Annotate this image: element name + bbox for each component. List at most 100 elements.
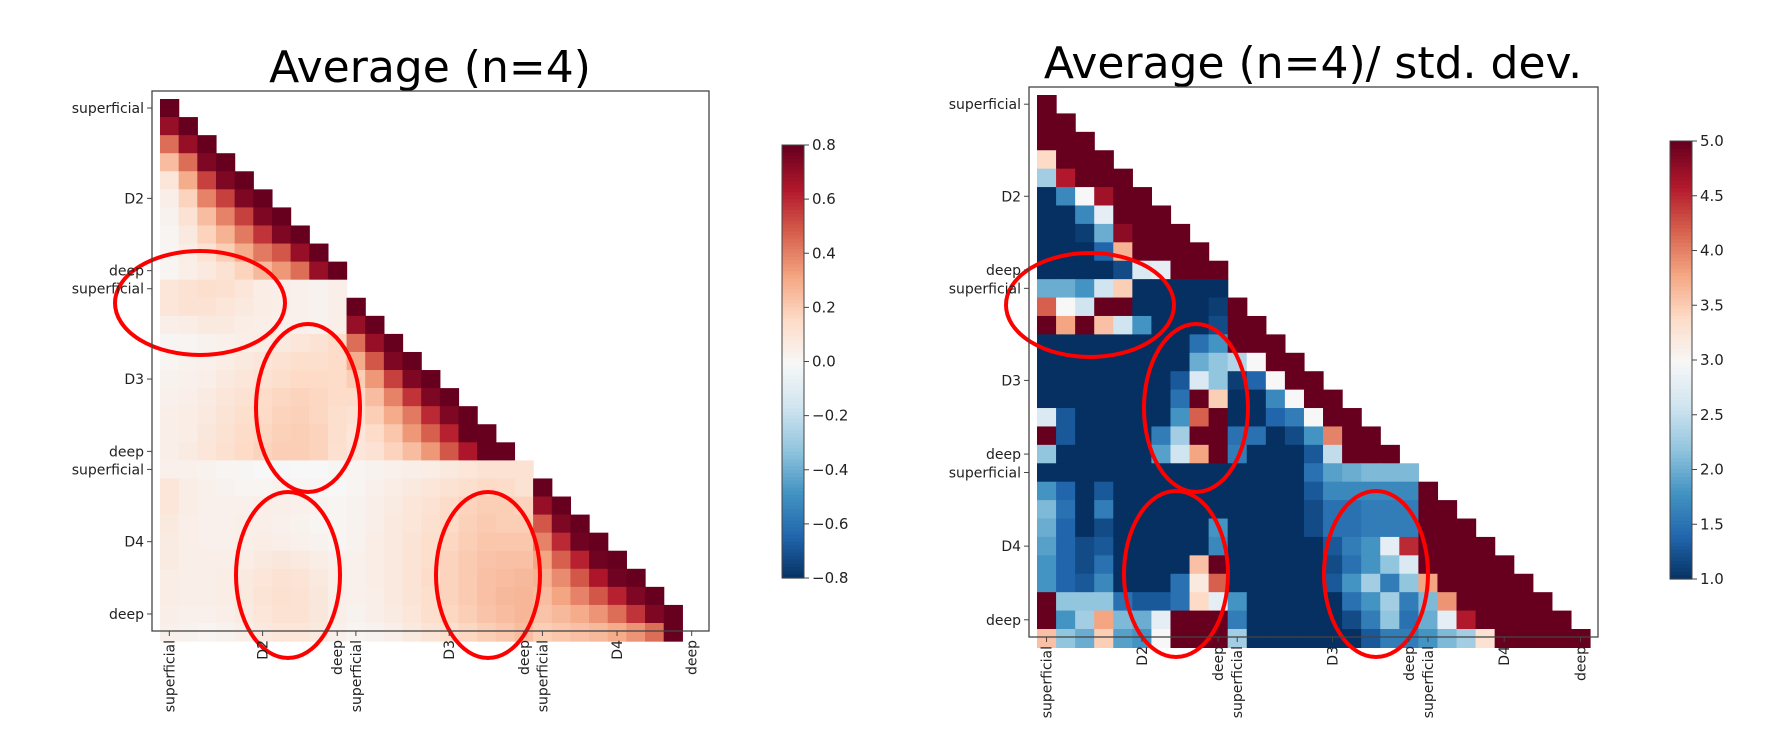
colorbar-segment xyxy=(1670,327,1692,332)
heatmap-cell xyxy=(1037,408,1057,428)
colorbar-segment xyxy=(782,264,804,269)
axes-frame xyxy=(1028,86,1599,638)
heatmap-cell xyxy=(271,550,292,570)
colorbar-segment xyxy=(1670,476,1692,482)
colorbar-tick-label: −0.6 xyxy=(812,515,848,533)
heatmap-cell xyxy=(365,442,385,461)
colorbar-segment xyxy=(1670,287,1692,292)
heatmap-cell xyxy=(290,532,310,552)
heatmap-cell xyxy=(160,99,180,118)
colorbar-tick-label: −0.8 xyxy=(812,569,848,587)
colorbar-segment xyxy=(1670,411,1692,416)
heatmap-cell xyxy=(365,586,385,606)
heatmap-cell xyxy=(421,388,441,407)
heatmap-cell xyxy=(1323,408,1343,428)
heatmap-cell xyxy=(1323,426,1343,446)
heatmap-cell xyxy=(1189,573,1210,593)
heatmap-cell xyxy=(402,550,422,570)
heatmap-cell xyxy=(1056,205,1076,225)
heatmap-cell xyxy=(383,424,404,443)
heatmap-cell xyxy=(1113,610,1133,630)
colorbar-tick-label: 4.5 xyxy=(1700,187,1724,205)
colorbar-segment xyxy=(782,195,804,200)
heatmap-cell xyxy=(1208,426,1229,446)
heatmap-cell xyxy=(421,478,441,498)
colorbar-segment xyxy=(782,549,804,554)
heatmap-cell xyxy=(477,586,497,606)
heatmap-cell xyxy=(514,478,534,498)
heatmap-cell xyxy=(1151,500,1172,520)
heatmap-cell xyxy=(1418,500,1439,520)
heatmap-cell xyxy=(570,568,590,588)
heatmap-cell xyxy=(290,333,310,353)
heatmap-cell xyxy=(1303,536,1324,556)
heatmap-cell xyxy=(439,388,460,407)
heatmap-cell xyxy=(178,333,198,353)
heatmap-cell xyxy=(1037,279,1057,299)
x-tick-label: deep xyxy=(517,640,533,675)
colorbar-segment xyxy=(782,166,804,171)
colorbar-segment xyxy=(782,527,804,532)
heatmap-cell xyxy=(1113,463,1133,483)
heatmap-cell xyxy=(477,460,497,480)
heatmap-cell xyxy=(346,604,366,624)
heatmap-cell xyxy=(1094,426,1114,446)
heatmap-cell xyxy=(1284,573,1305,593)
heatmap-cell xyxy=(1170,610,1191,630)
heatmap-cell xyxy=(402,442,422,461)
heatmap-cell xyxy=(514,586,534,606)
heatmap-cell xyxy=(402,568,422,588)
heatmap-cell xyxy=(253,189,273,209)
colorbar-segment xyxy=(782,339,804,345)
colorbar: 0.8 0.6 0.4 0.2 0.0 −0.2 −0.4 −0.6 −0.8 xyxy=(781,136,848,587)
heatmap-cell xyxy=(290,243,310,263)
heatmap-cell xyxy=(1189,610,1210,630)
heatmap-cell xyxy=(1246,463,1267,483)
heatmap-cell xyxy=(215,532,236,552)
heatmap-cell xyxy=(1094,260,1114,280)
heatmap-cell xyxy=(197,225,217,245)
heatmap-cell xyxy=(160,568,180,588)
colorbar-segment xyxy=(782,412,804,417)
heatmap-cell xyxy=(309,442,329,461)
colorbar-segment xyxy=(1670,170,1692,175)
colorbar-segment xyxy=(1670,166,1692,171)
heatmap-cell xyxy=(271,351,292,371)
colorbar-segment xyxy=(782,545,804,550)
colorbar-segment xyxy=(782,249,804,254)
heatmap-cell xyxy=(1361,573,1381,593)
heatmap-cell xyxy=(1418,481,1439,501)
heatmap-cell xyxy=(477,496,497,516)
heatmap-cell xyxy=(215,586,236,606)
heatmap-cell xyxy=(439,406,460,425)
heatmap-cell xyxy=(197,261,217,281)
heatmap-cell xyxy=(495,550,516,570)
colorbar-segment xyxy=(1670,224,1692,230)
heatmap-cell xyxy=(1170,260,1191,280)
heatmap-cell xyxy=(253,586,273,606)
heatmap-cell xyxy=(309,333,329,353)
colorbar-segment xyxy=(782,484,804,489)
heatmap-cell xyxy=(1094,223,1114,243)
heatmap-cell xyxy=(589,623,609,642)
heatmap-cell xyxy=(160,442,180,461)
x-tick-label: D3 xyxy=(1326,646,1342,666)
heatmap-cell xyxy=(290,460,310,480)
heatmap-cell xyxy=(290,406,310,425)
x-tick-label: deep xyxy=(1573,646,1589,681)
heatmap-cell xyxy=(197,604,217,624)
colorbar-segment xyxy=(782,256,804,262)
colorbar-segment xyxy=(1670,381,1692,387)
heatmap-cell xyxy=(234,550,254,570)
colorbar-segment xyxy=(782,285,804,290)
colorbar-segment xyxy=(1670,250,1692,255)
colorbar-segment xyxy=(782,231,804,236)
heatmap-cell xyxy=(1037,426,1057,446)
heatmap-cell xyxy=(1284,610,1305,630)
heatmap-cell xyxy=(197,189,217,209)
y-tick-label: D3 xyxy=(1001,373,1021,389)
heatmap-cell xyxy=(215,568,236,588)
heatmap-cell xyxy=(1094,610,1114,630)
heatmap-cell xyxy=(1132,444,1153,464)
heatmap-cell xyxy=(346,406,366,425)
